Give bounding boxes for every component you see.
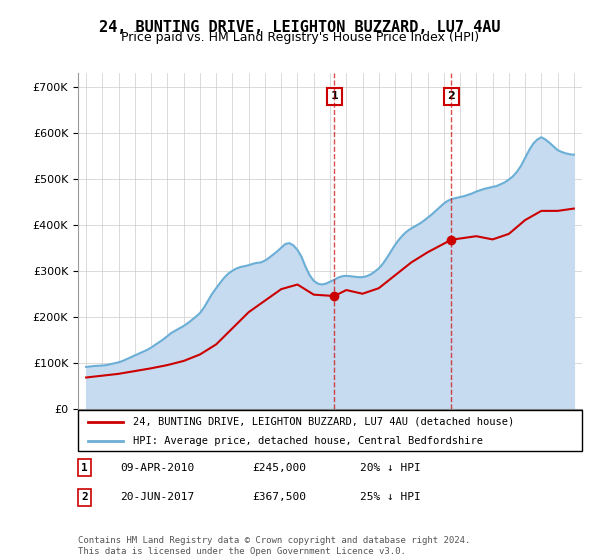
Text: 09-APR-2010: 09-APR-2010 <box>120 463 194 473</box>
Text: Price paid vs. HM Land Registry's House Price Index (HPI): Price paid vs. HM Land Registry's House … <box>121 31 479 44</box>
Text: 20% ↓ HPI: 20% ↓ HPI <box>360 463 421 473</box>
Text: HPI: Average price, detached house, Central Bedfordshire: HPI: Average price, detached house, Cent… <box>133 436 484 446</box>
Text: 24, BUNTING DRIVE, LEIGHTON BUZZARD, LU7 4AU (detached house): 24, BUNTING DRIVE, LEIGHTON BUZZARD, LU7… <box>133 417 515 427</box>
FancyBboxPatch shape <box>78 410 582 451</box>
Text: £367,500: £367,500 <box>252 492 306 502</box>
Text: 1: 1 <box>331 91 338 101</box>
Text: 2: 2 <box>81 492 88 502</box>
Text: 1: 1 <box>81 463 88 473</box>
Text: 25% ↓ HPI: 25% ↓ HPI <box>360 492 421 502</box>
Text: 24, BUNTING DRIVE, LEIGHTON BUZZARD, LU7 4AU: 24, BUNTING DRIVE, LEIGHTON BUZZARD, LU7… <box>99 20 501 35</box>
Text: £245,000: £245,000 <box>252 463 306 473</box>
Text: 20-JUN-2017: 20-JUN-2017 <box>120 492 194 502</box>
Text: Contains HM Land Registry data © Crown copyright and database right 2024.
This d: Contains HM Land Registry data © Crown c… <box>78 536 470 556</box>
Text: 2: 2 <box>448 91 455 101</box>
